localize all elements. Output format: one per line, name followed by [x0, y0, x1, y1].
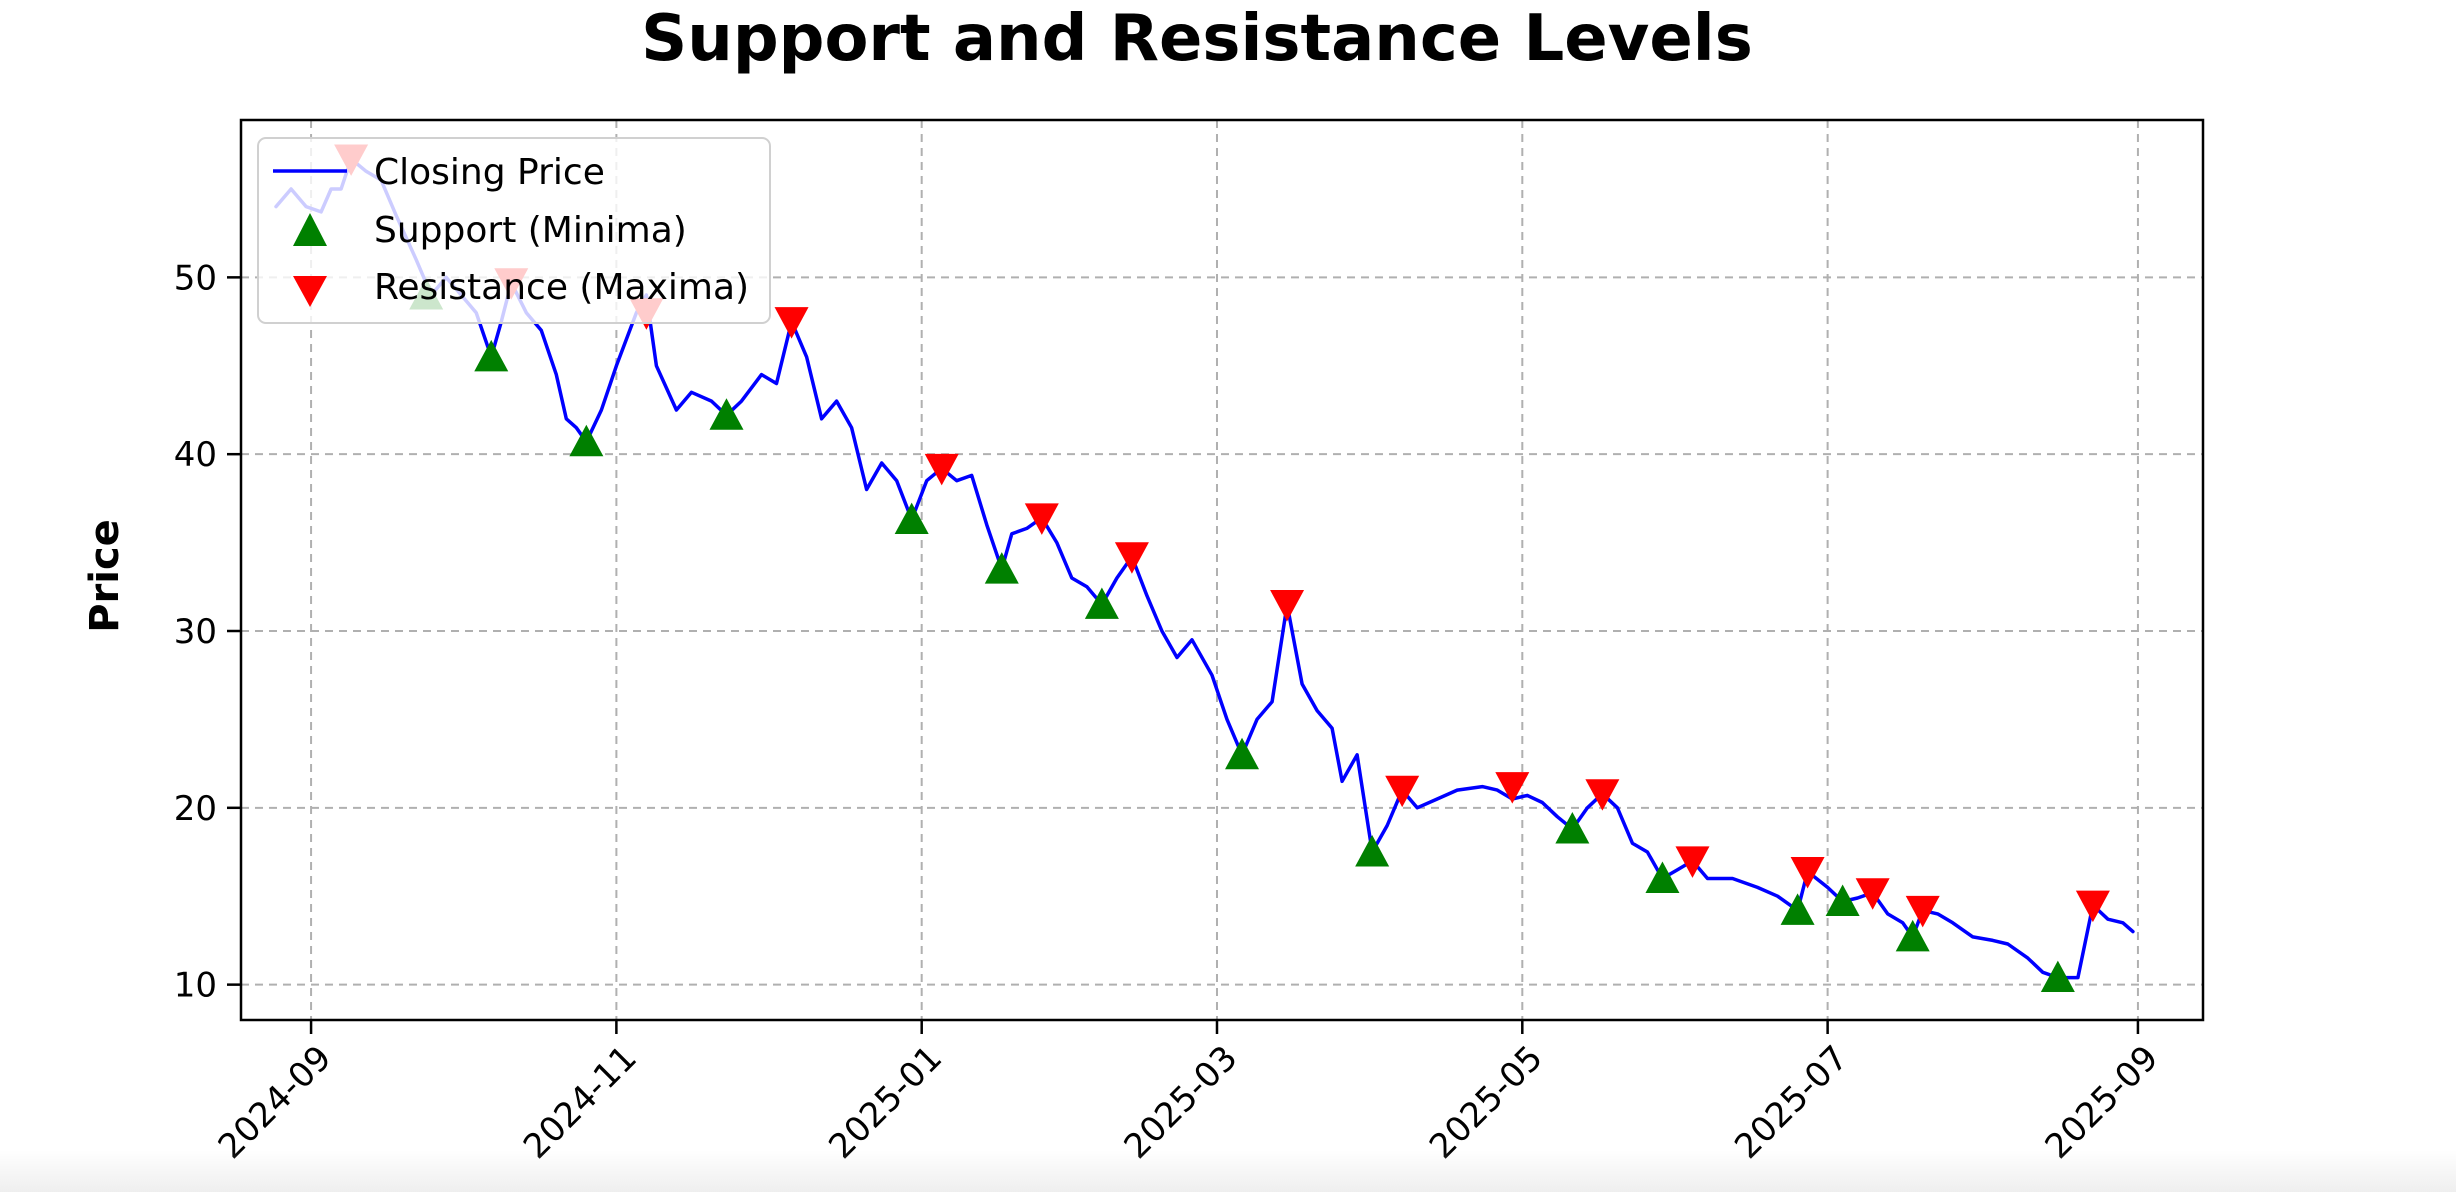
support-marker [1225, 737, 1260, 770]
resistance-marker [2075, 890, 2110, 923]
y-tick-label: 20 [174, 789, 217, 829]
closing-price-line [274, 157, 2135, 980]
y-axis-label: Price [82, 519, 128, 633]
y-axis: 10 20 30 40 50 [174, 258, 241, 1006]
axes-frame [239, 118, 2205, 1022]
support-marker [1780, 893, 1815, 925]
legend-frame [257, 137, 771, 324]
support-marker [709, 398, 744, 430]
resistance-marker [774, 307, 809, 339]
y-tick-label: 30 [174, 612, 217, 652]
resistance-marker [1585, 779, 1620, 811]
resistance-marker [1905, 895, 1940, 928]
legend-resistance-label: Resistance (Maxima) [374, 267, 749, 308]
resistance-marker [1024, 503, 1059, 535]
legend: Closing Price Support (Minima) Resistanc… [257, 137, 771, 324]
resistance-marker [1114, 542, 1149, 574]
legend-resistance-triangle-down-icon [293, 276, 327, 307]
resistance-marker [1270, 590, 1305, 622]
series-layer [274, 157, 2135, 980]
resistance-marker [1790, 857, 1825, 889]
support-marker [1645, 861, 1680, 893]
resistance-marker [1855, 878, 1890, 910]
resistance-marker [1495, 772, 1530, 804]
chart-title: Support and Resistance Levels [641, 2, 1753, 76]
y-tick-label: 50 [174, 258, 217, 298]
resistance-marker [1385, 775, 1420, 808]
support-marker [569, 424, 604, 457]
legend-closing-price-label: Closing Price [374, 152, 605, 193]
resistance-marker [924, 453, 959, 486]
support-marker [1555, 812, 1590, 844]
support-marker [1355, 835, 1390, 867]
support-marker [1825, 884, 1860, 916]
y-tick-label: 10 [174, 966, 217, 1006]
support-marker [1084, 587, 1119, 619]
support-marker [984, 552, 1019, 584]
support-marker [1895, 919, 1930, 952]
support-marker [894, 502, 929, 535]
y-tick-label: 40 [174, 435, 217, 475]
legend-support-label: Support (Minima) [374, 210, 687, 251]
resistance-marker [1675, 846, 1710, 878]
legend-support-triangle-up-icon [293, 213, 327, 246]
support-marker [2040, 960, 2075, 993]
support-marker [474, 339, 509, 372]
